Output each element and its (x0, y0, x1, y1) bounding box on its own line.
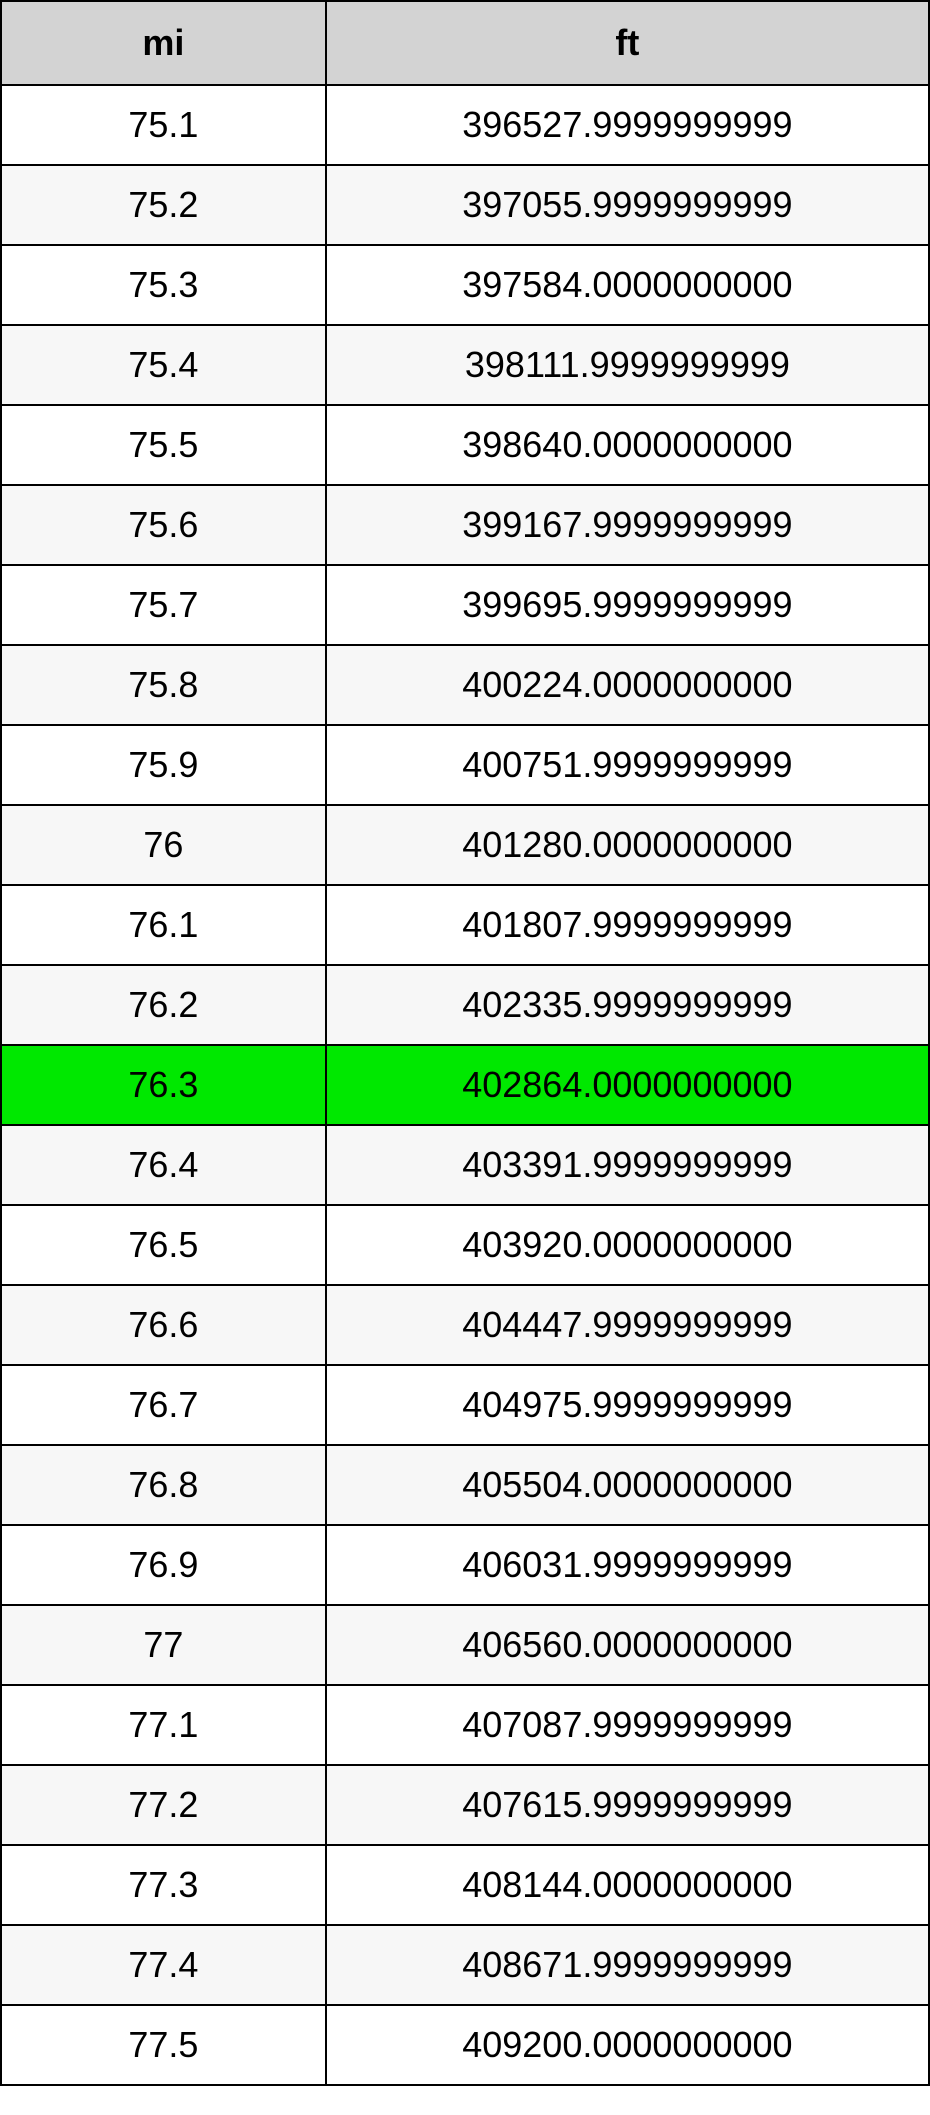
table-row: 76.6404447.9999999999 (1, 1285, 929, 1365)
table-row: 75.4398111.9999999999 (1, 325, 929, 405)
cell-ft: 404975.9999999999 (326, 1365, 929, 1445)
cell-ft: 398640.0000000000 (326, 405, 929, 485)
cell-ft: 397055.9999999999 (326, 165, 929, 245)
cell-mi: 76.9 (1, 1525, 326, 1605)
cell-mi: 75.1 (1, 85, 326, 165)
column-header-ft: ft (326, 1, 929, 85)
table-row: 75.6399167.9999999999 (1, 485, 929, 565)
cell-mi: 75.3 (1, 245, 326, 325)
cell-ft: 400224.0000000000 (326, 645, 929, 725)
cell-mi: 76 (1, 805, 326, 885)
cell-ft: 406560.0000000000 (326, 1605, 929, 1685)
column-header-mi: mi (1, 1, 326, 85)
cell-ft: 406031.9999999999 (326, 1525, 929, 1605)
table-row: 77.3408144.0000000000 (1, 1845, 929, 1925)
cell-ft: 401807.9999999999 (326, 885, 929, 965)
table-row: 75.9400751.9999999999 (1, 725, 929, 805)
cell-mi: 76.3 (1, 1045, 326, 1125)
table-row: 75.5398640.0000000000 (1, 405, 929, 485)
table-row: 76.8405504.0000000000 (1, 1445, 929, 1525)
cell-mi: 77.4 (1, 1925, 326, 2005)
table-row: 75.1396527.9999999999 (1, 85, 929, 165)
table-row: 76.5403920.0000000000 (1, 1205, 929, 1285)
table-row: 76.2402335.9999999999 (1, 965, 929, 1045)
cell-mi: 76.1 (1, 885, 326, 965)
cell-ft: 397584.0000000000 (326, 245, 929, 325)
cell-ft: 407615.9999999999 (326, 1765, 929, 1845)
cell-ft: 408144.0000000000 (326, 1845, 929, 1925)
cell-ft: 400751.9999999999 (326, 725, 929, 805)
cell-mi: 75.6 (1, 485, 326, 565)
cell-mi: 75.5 (1, 405, 326, 485)
table-row: 76401280.0000000000 (1, 805, 929, 885)
cell-ft: 409200.0000000000 (326, 2005, 929, 2085)
cell-mi: 77.2 (1, 1765, 326, 1845)
cell-ft: 407087.9999999999 (326, 1685, 929, 1765)
cell-ft: 403920.0000000000 (326, 1205, 929, 1285)
table-row: 76.9406031.9999999999 (1, 1525, 929, 1605)
table-row: 77.4408671.9999999999 (1, 1925, 929, 2005)
table-row: 75.2397055.9999999999 (1, 165, 929, 245)
cell-mi: 77.3 (1, 1845, 326, 1925)
cell-ft: 399167.9999999999 (326, 485, 929, 565)
cell-mi: 76.6 (1, 1285, 326, 1365)
cell-mi: 76.2 (1, 965, 326, 1045)
cell-mi: 76.8 (1, 1445, 326, 1525)
cell-mi: 75.7 (1, 565, 326, 645)
cell-ft: 404447.9999999999 (326, 1285, 929, 1365)
table-row: 75.8400224.0000000000 (1, 645, 929, 725)
table-row: 76.4403391.9999999999 (1, 1125, 929, 1205)
table-row: 76.7404975.9999999999 (1, 1365, 929, 1445)
cell-ft: 403391.9999999999 (326, 1125, 929, 1205)
header-row: mi ft (1, 1, 929, 85)
table-body: 75.1396527.9999999999 75.2397055.9999999… (1, 85, 929, 2085)
cell-mi: 76.7 (1, 1365, 326, 1445)
cell-ft: 398111.9999999999 (326, 325, 929, 405)
table-row: 76.1401807.9999999999 (1, 885, 929, 965)
cell-ft: 408671.9999999999 (326, 1925, 929, 2005)
cell-mi: 76.4 (1, 1125, 326, 1205)
cell-ft: 402864.0000000000 (326, 1045, 929, 1125)
cell-mi: 75.8 (1, 645, 326, 725)
cell-ft: 396527.9999999999 (326, 85, 929, 165)
conversion-table: mi ft 75.1396527.9999999999 75.2397055.9… (0, 0, 930, 2086)
cell-ft: 405504.0000000000 (326, 1445, 929, 1525)
table-row: 77406560.0000000000 (1, 1605, 929, 1685)
cell-mi: 75.2 (1, 165, 326, 245)
cell-mi: 76.5 (1, 1205, 326, 1285)
table-row: 75.7399695.9999999999 (1, 565, 929, 645)
cell-ft: 401280.0000000000 (326, 805, 929, 885)
table-row-highlighted: 76.3402864.0000000000 (1, 1045, 929, 1125)
table-row: 77.1407087.9999999999 (1, 1685, 929, 1765)
table-header: mi ft (1, 1, 929, 85)
table-row: 77.2407615.9999999999 (1, 1765, 929, 1845)
cell-mi: 77.5 (1, 2005, 326, 2085)
table-row: 75.3397584.0000000000 (1, 245, 929, 325)
cell-mi: 77.1 (1, 1685, 326, 1765)
cell-ft: 399695.9999999999 (326, 565, 929, 645)
cell-ft: 402335.9999999999 (326, 965, 929, 1045)
cell-mi: 77 (1, 1605, 326, 1685)
table-row: 77.5409200.0000000000 (1, 2005, 929, 2085)
cell-mi: 75.9 (1, 725, 326, 805)
cell-mi: 75.4 (1, 325, 326, 405)
